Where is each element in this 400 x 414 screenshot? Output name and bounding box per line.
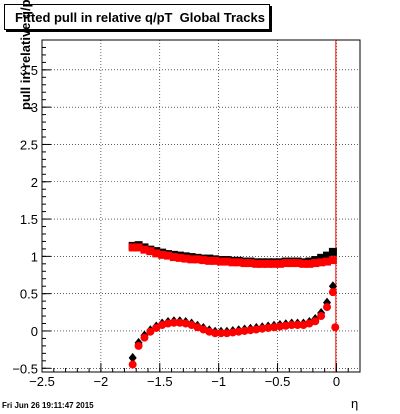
data-point <box>281 259 290 268</box>
data-point <box>193 255 202 264</box>
data-point <box>275 259 284 268</box>
data-point <box>328 281 337 292</box>
data-point <box>323 257 332 266</box>
data-point <box>140 333 149 342</box>
y-axis: −0.5 0 0.5 1 1.5 2 2.5 3 3.5 <box>12 46 51 376</box>
x-tick-label: −2.5 <box>29 374 55 389</box>
data-point <box>222 329 231 338</box>
data-point <box>252 325 261 334</box>
data-point <box>317 258 326 267</box>
data-point <box>323 303 332 312</box>
data-point <box>258 259 267 268</box>
data-point <box>152 249 161 258</box>
data-point <box>152 323 161 332</box>
data-point <box>128 352 137 363</box>
data-point <box>222 257 231 266</box>
data-point <box>175 253 184 262</box>
data-series <box>128 241 340 369</box>
data-point <box>240 259 249 268</box>
x-tick-label: 0 <box>333 374 340 389</box>
data-point <box>158 250 167 259</box>
x-tick-label: −2 <box>93 374 108 389</box>
data-point <box>252 259 261 268</box>
data-point <box>328 288 337 297</box>
data-point <box>275 322 284 331</box>
data-point <box>128 360 137 369</box>
y-tick-label: 2.5 <box>20 137 38 152</box>
data-point <box>299 259 308 268</box>
data-point <box>181 254 190 263</box>
data-point <box>305 259 314 268</box>
y-tick-label: 0 <box>31 324 38 339</box>
data-point <box>134 341 143 350</box>
data-point <box>217 257 226 266</box>
plot-frame <box>41 39 361 373</box>
y-tick-label: 0.5 <box>20 287 38 302</box>
y-axis-label: pull in relative q/pT <box>18 0 33 110</box>
data-point <box>328 256 337 265</box>
data-point <box>146 247 155 256</box>
y-tick-label: 1 <box>31 249 38 264</box>
x-axis-label: η <box>351 396 359 411</box>
x-tick-label: −0.5 <box>265 374 291 389</box>
data-point <box>258 324 267 333</box>
data-point <box>293 320 302 329</box>
data-point <box>293 259 302 268</box>
x-tick-label: −1 <box>211 374 226 389</box>
data-point <box>140 245 149 254</box>
data-point <box>287 320 296 329</box>
data-point <box>211 329 220 338</box>
chart-title-box: Fitted pull in relative q/pT Global Trac… <box>4 4 270 30</box>
y-tick-label: −0.5 <box>12 361 38 376</box>
data-point <box>270 259 279 268</box>
data-point <box>187 255 196 264</box>
timestamp: Fri Jun 26 19:11:47 2015 <box>2 401 94 410</box>
x-axis: −2.5 −2 −1.5 −1 −0.5 0 <box>29 363 361 389</box>
data-point <box>328 247 337 256</box>
data-point <box>205 256 214 265</box>
data-point <box>146 327 155 336</box>
y-tick-label: 2 <box>31 175 38 190</box>
y-tick-label: 3 <box>31 100 38 115</box>
data-point <box>270 323 279 332</box>
data-point <box>331 323 340 332</box>
chart-title: Fitted pull in relative q/pT Global Trac… <box>15 10 265 25</box>
y-tick-label: 3.5 <box>20 63 38 78</box>
data-point <box>246 326 255 335</box>
plot-border <box>41 39 361 373</box>
data-point <box>164 319 173 328</box>
data-point <box>164 251 173 260</box>
data-point <box>311 259 320 268</box>
data-point <box>281 321 290 330</box>
x-tick-label: −1.5 <box>147 374 173 389</box>
data-point <box>323 251 332 260</box>
data-point <box>169 318 178 327</box>
data-point <box>317 312 326 321</box>
data-point <box>264 259 273 268</box>
data-point <box>240 326 249 335</box>
data-point <box>234 327 243 336</box>
data-point <box>175 318 184 327</box>
data-point <box>169 253 178 262</box>
data-point <box>217 329 226 338</box>
data-point <box>317 253 326 262</box>
series-2 <box>128 243 337 268</box>
y-tick-label: 1.5 <box>20 212 38 227</box>
data-point <box>228 328 237 337</box>
data-point <box>311 317 320 326</box>
data-point <box>128 243 137 252</box>
data-point <box>234 258 243 267</box>
data-point <box>246 259 255 268</box>
data-point <box>228 258 237 267</box>
series-4 <box>128 288 340 369</box>
data-point <box>211 256 220 265</box>
data-point <box>134 243 143 252</box>
data-point <box>199 256 208 265</box>
data-point <box>287 259 296 268</box>
data-point <box>264 323 273 332</box>
